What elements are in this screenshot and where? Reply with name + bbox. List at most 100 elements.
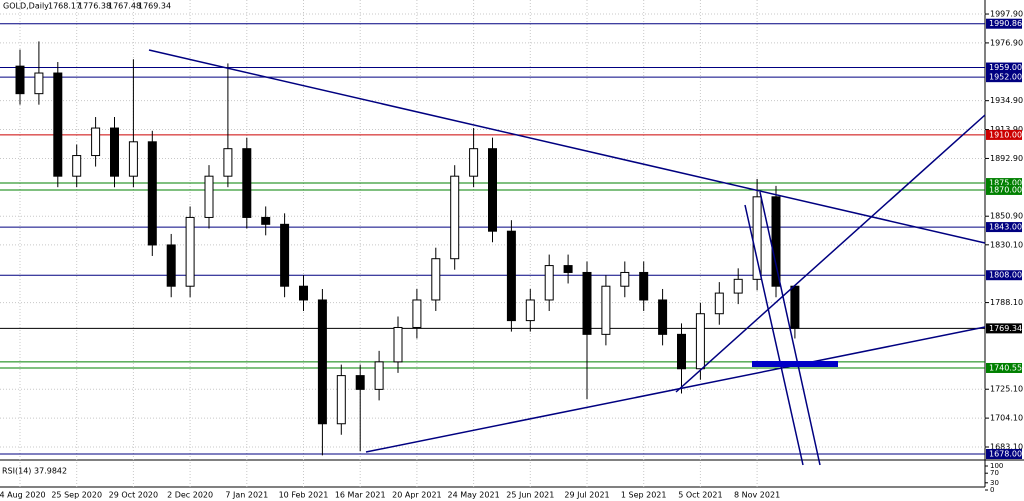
y-tick-label: 1997.90: [990, 10, 1023, 19]
candle-body: [147, 141, 157, 246]
level-label-box: [986, 178, 1022, 189]
y-tick-label: 1725.10: [990, 385, 1023, 394]
rsi-tick-label: 30: [990, 479, 999, 487]
level-label: 1678.00: [989, 450, 1022, 459]
y-tick-label: 1788.10: [990, 298, 1023, 307]
candle-body: [639, 271, 649, 301]
candle-body: [544, 265, 554, 301]
candle-body: [677, 333, 686, 370]
candle-body: [601, 285, 611, 335]
level-label: 1875.00: [989, 179, 1022, 188]
candle-body: [506, 230, 516, 322]
candle-body: [110, 127, 119, 177]
candle-body: [72, 155, 82, 177]
x-tick-label: 8 Nov 2021: [734, 491, 780, 500]
candle-body: [695, 313, 705, 370]
candle-body: [620, 271, 630, 287]
level-label-box: [986, 18, 1022, 29]
y-tick-label: 1913.90: [990, 125, 1023, 134]
y-tick-label: 1704.10: [990, 414, 1023, 423]
candle-body: [412, 299, 422, 328]
candle-body: [166, 244, 176, 287]
candle-body: [34, 72, 44, 95]
x-tick-label: 24 Aug 2020: [0, 491, 46, 500]
level-label-box: [986, 72, 1022, 83]
candle-body: [771, 196, 781, 287]
candle-body: [336, 375, 346, 425]
candle-body: [355, 375, 365, 390]
x-tick-label: 7 Jan 2021: [225, 491, 268, 500]
rsi-tick-label: 100: [990, 462, 1003, 470]
header-value: 1767.48: [108, 2, 141, 11]
candle-body: [280, 223, 290, 287]
chart-title: GOLD,Daily: [3, 2, 49, 11]
candle-body: [15, 65, 25, 95]
y-tick-label: 1892.90: [990, 154, 1023, 163]
candle-body: [204, 175, 214, 218]
candle-body: [431, 258, 441, 301]
candle-body: [563, 265, 573, 273]
candle-body: [261, 216, 271, 225]
candle-body: [525, 299, 535, 322]
trend-line: [365, 326, 986, 453]
trend-line: [675, 114, 986, 393]
x-tick-label: 16 Mar 2021: [335, 491, 386, 500]
trend-line: [744, 204, 804, 466]
y-tick-label: 1830.10: [990, 240, 1023, 249]
candle-body: [752, 196, 762, 280]
x-tick-label: 5 Oct 2021: [678, 491, 722, 500]
header-value: 1769.34: [138, 2, 171, 11]
x-tick-label: 25 Jun 2021: [506, 491, 554, 500]
candle-body: [469, 148, 479, 177]
level-label: 1990.86: [989, 19, 1022, 28]
level-label: 1910.00: [989, 130, 1022, 139]
level-label-box: [986, 129, 1022, 140]
level-label: 1808.00: [989, 271, 1022, 280]
level-label-box: [986, 184, 1022, 195]
candle-body: [317, 299, 327, 425]
candle-body: [53, 72, 63, 177]
level-label: 1740.55: [989, 363, 1022, 372]
candle-body: [91, 127, 101, 157]
price-labels: 1997.90 1976.90 1934.90 1913.90 1892.90 1850.…: [985, 10, 1023, 494]
candle-body: [582, 271, 592, 335]
candles: [15, 41, 800, 456]
y-tick-label: 1850.90: [990, 212, 1023, 221]
rsi-value: 37.9842: [34, 467, 67, 476]
candle-body: [128, 141, 138, 177]
candle-body: [450, 175, 460, 260]
candle-body: [242, 148, 252, 218]
level-label: 1843.00: [989, 223, 1022, 232]
y-tick-label: 1976.90: [990, 38, 1023, 47]
candle-body: [299, 285, 308, 301]
level-label: 1959.00: [989, 63, 1022, 72]
level-label-box: [986, 270, 1022, 281]
y-tick-label: 1683.10: [990, 442, 1023, 451]
header-value: 1776.38: [78, 2, 111, 11]
x-tick-label: 25 Sep 2020: [51, 491, 102, 500]
rsi-title: RSI(14): [2, 467, 31, 476]
x-tick-label: 20 Apr 2021: [392, 491, 441, 500]
level-label-box: [986, 222, 1022, 233]
y-tick-label: 1934.90: [990, 96, 1023, 105]
level-label: 1952.00: [989, 73, 1022, 82]
candle-body: [185, 216, 195, 287]
candle-body: [223, 148, 233, 177]
level-label: 1769.34: [989, 324, 1022, 333]
candle-body: [733, 278, 743, 294]
candle-body: [488, 148, 497, 232]
grid: [0, 0, 985, 487]
candle-body: [658, 299, 668, 335]
trend-line: [759, 191, 821, 466]
x-tick-label: 24 May 2021: [448, 491, 500, 500]
rsi-tick-label: 0: [990, 486, 994, 494]
level-label-box: [986, 449, 1022, 460]
rsi-tick-label: 70: [990, 469, 999, 477]
level-label: 1870.00: [989, 185, 1022, 194]
header-value: 1768.17: [48, 2, 81, 11]
trend-lines: [148, 49, 986, 466]
x-tick-label: 29 Oct 2020: [109, 491, 158, 500]
candle-body: [374, 361, 384, 390]
